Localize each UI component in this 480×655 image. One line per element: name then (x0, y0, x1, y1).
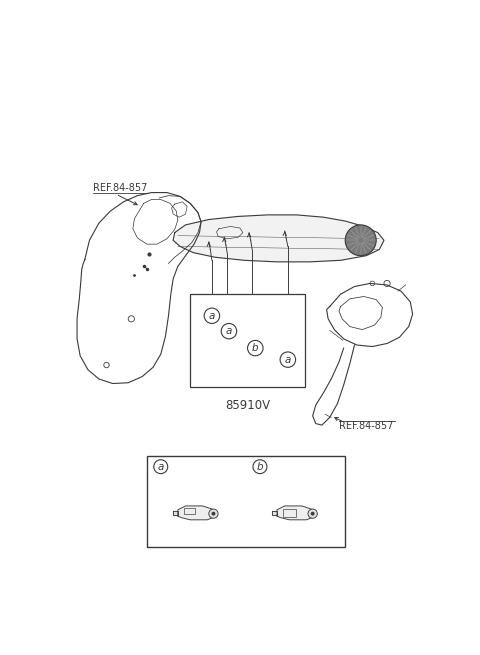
Bar (184, 508, 195, 514)
Circle shape (204, 308, 220, 324)
Circle shape (221, 324, 237, 339)
Text: 85910V: 85910V (225, 399, 270, 412)
Circle shape (308, 509, 317, 518)
Circle shape (248, 341, 263, 356)
Polygon shape (173, 215, 384, 262)
Text: a: a (285, 354, 291, 365)
Bar (147, 456, 345, 547)
Circle shape (212, 512, 216, 515)
Bar (283, 509, 296, 517)
Text: REF.84-857: REF.84-857 (93, 183, 147, 193)
Circle shape (209, 509, 218, 518)
Text: b: b (252, 343, 259, 353)
Polygon shape (173, 510, 178, 515)
Bar (190, 294, 305, 386)
Polygon shape (178, 506, 215, 520)
Text: 85920E: 85920E (173, 462, 216, 472)
Polygon shape (277, 506, 314, 520)
Polygon shape (272, 510, 277, 515)
Circle shape (253, 460, 267, 474)
Text: a: a (226, 326, 232, 336)
Circle shape (154, 460, 168, 474)
Circle shape (311, 512, 314, 515)
Text: a: a (209, 310, 215, 321)
Text: REF.84-857: REF.84-857 (339, 421, 394, 431)
Text: b: b (257, 462, 263, 472)
Circle shape (345, 225, 376, 255)
Text: 85955A: 85955A (272, 462, 315, 472)
Circle shape (280, 352, 296, 367)
Text: a: a (157, 462, 164, 472)
